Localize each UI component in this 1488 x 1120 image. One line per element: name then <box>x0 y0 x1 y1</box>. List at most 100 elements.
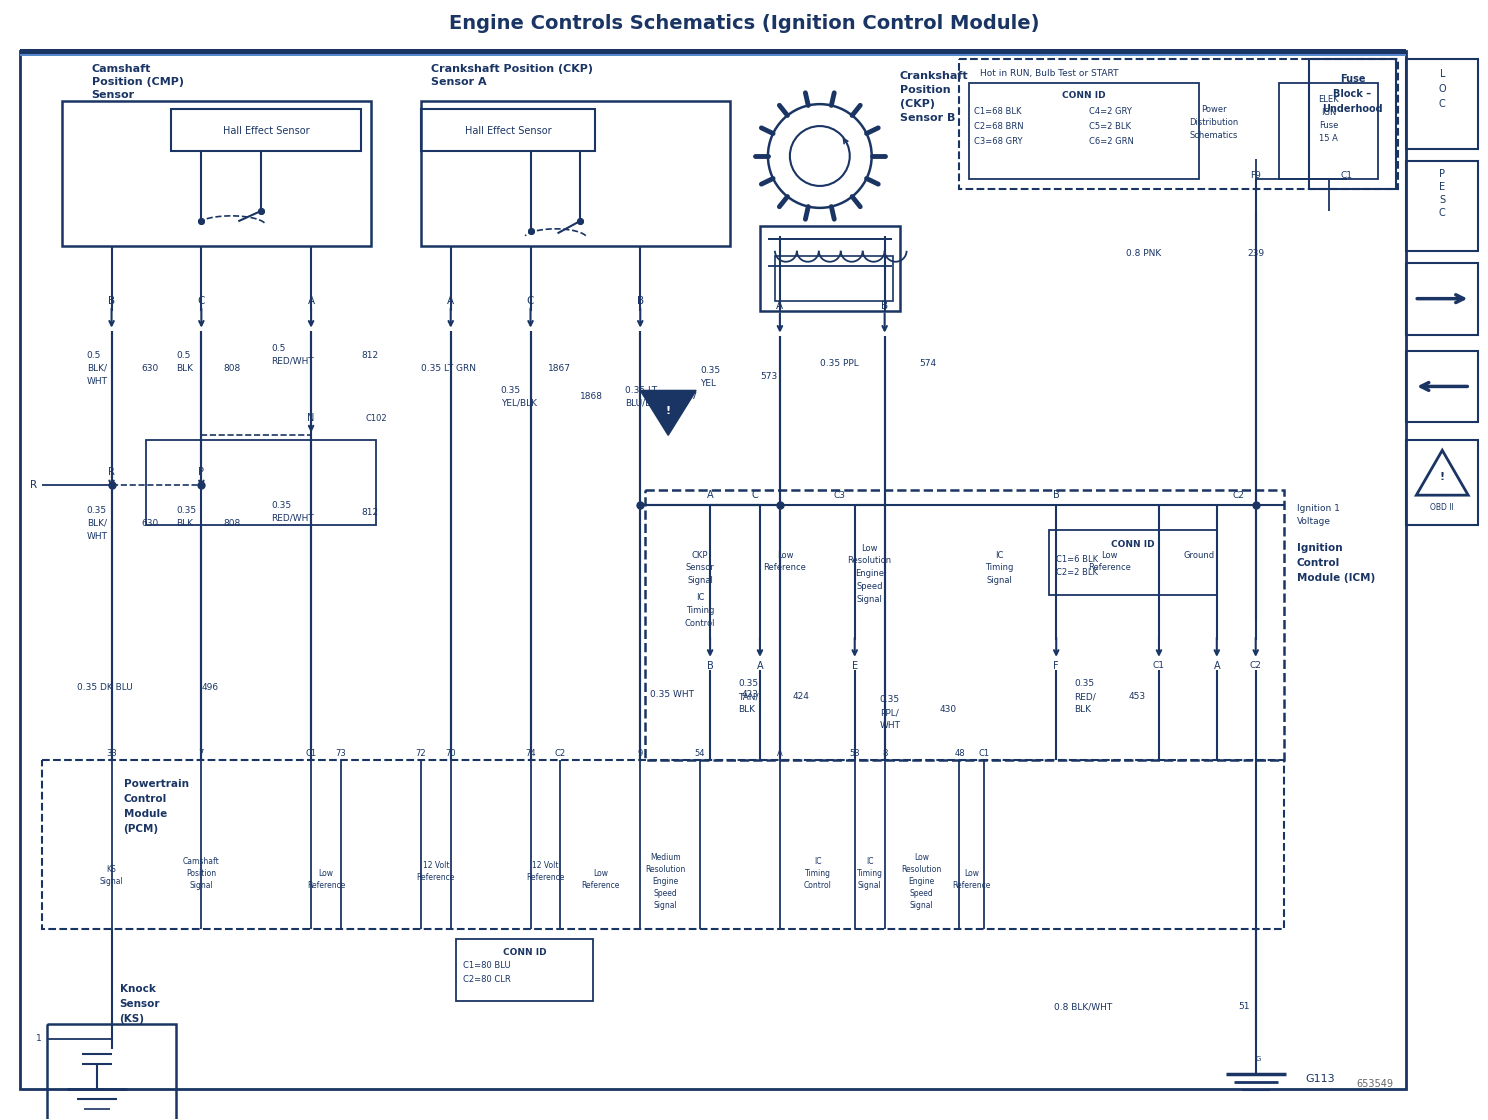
Text: Power: Power <box>1201 104 1226 113</box>
Text: CKP: CKP <box>692 551 708 560</box>
Text: Camshaft: Camshaft <box>92 64 150 74</box>
Text: Signal: Signal <box>987 577 1012 586</box>
Text: C2: C2 <box>1250 661 1262 670</box>
Text: P: P <box>1439 169 1445 179</box>
Text: 0.5: 0.5 <box>86 351 101 360</box>
Text: Signal: Signal <box>857 880 881 889</box>
Text: C: C <box>527 296 534 306</box>
Text: 0.35: 0.35 <box>500 386 521 395</box>
Text: Sensor A: Sensor A <box>432 77 487 87</box>
Bar <box>1406 440 1478 525</box>
Text: 424: 424 <box>793 692 809 701</box>
Bar <box>1406 351 1478 422</box>
Text: Module: Module <box>124 810 167 820</box>
Text: 8: 8 <box>882 749 887 758</box>
Text: RED/WHT: RED/WHT <box>271 357 314 366</box>
Bar <box>19 54 1406 56</box>
Text: Reference: Reference <box>952 880 991 889</box>
Bar <box>1406 59 1478 149</box>
Text: C: C <box>751 491 759 501</box>
Bar <box>421 101 731 245</box>
Text: Control: Control <box>124 794 167 804</box>
Text: 808: 808 <box>223 519 241 528</box>
Text: 0.35: 0.35 <box>271 501 292 510</box>
Text: Block –: Block – <box>1333 90 1372 100</box>
Text: 653549: 653549 <box>1357 1079 1393 1089</box>
Text: A: A <box>1214 661 1220 671</box>
Text: A: A <box>448 296 454 306</box>
Text: Signal: Signal <box>909 900 933 909</box>
Text: 0.35: 0.35 <box>879 696 900 704</box>
Text: 574: 574 <box>920 360 936 368</box>
Text: OBD II: OBD II <box>1430 503 1454 512</box>
Text: C: C <box>1439 208 1446 218</box>
Text: Hall Effect Sensor: Hall Effect Sensor <box>466 127 552 136</box>
Text: C1: C1 <box>1341 171 1353 180</box>
Text: F: F <box>1054 661 1059 671</box>
Text: Sensor: Sensor <box>119 999 161 1009</box>
Text: Fuse: Fuse <box>1318 121 1338 130</box>
Text: Signal: Signal <box>100 877 124 886</box>
Text: Resolution: Resolution <box>848 557 891 566</box>
Text: R: R <box>109 467 115 477</box>
Text: 12 Volt: 12 Volt <box>423 861 449 870</box>
Text: Timing: Timing <box>857 869 882 878</box>
Text: RED/WHT: RED/WHT <box>271 514 314 523</box>
Text: ELEK: ELEK <box>1318 95 1339 104</box>
Text: BLK: BLK <box>738 706 754 715</box>
Text: Engine: Engine <box>909 877 934 886</box>
Text: 423: 423 <box>743 690 759 699</box>
Text: Medium: Medium <box>650 852 680 861</box>
Text: C2: C2 <box>555 749 565 758</box>
Text: C2=80 CLR: C2=80 CLR <box>463 976 510 984</box>
Text: Signal: Signal <box>653 900 677 909</box>
Text: Reference: Reference <box>582 880 619 889</box>
Text: Low: Low <box>777 551 793 560</box>
Text: Resolution: Resolution <box>646 865 686 874</box>
Text: 72: 72 <box>415 749 426 758</box>
Text: Crankshaft Position (CKP): Crankshaft Position (CKP) <box>432 64 592 74</box>
Text: C2=68 BRN: C2=68 BRN <box>975 122 1024 131</box>
Bar <box>61 101 371 245</box>
Text: Sensor: Sensor <box>92 90 135 100</box>
Text: Camshaft: Camshaft <box>183 857 220 866</box>
Text: RED/: RED/ <box>1074 692 1097 701</box>
Text: KS: KS <box>107 865 116 874</box>
Text: Underhood: Underhood <box>1323 104 1382 114</box>
Text: 573: 573 <box>760 372 777 381</box>
Text: P: P <box>198 467 204 477</box>
Text: !: ! <box>1440 473 1445 483</box>
Text: Speed: Speed <box>909 888 933 897</box>
Text: Low: Low <box>862 543 878 552</box>
Text: Position (CMP): Position (CMP) <box>92 77 183 87</box>
Text: Ignition 1: Ignition 1 <box>1296 504 1339 513</box>
Text: BLK/: BLK/ <box>86 519 107 528</box>
Text: 0.35 LT GRN: 0.35 LT GRN <box>421 364 476 373</box>
Text: E: E <box>1439 181 1445 192</box>
Text: YEL: YEL <box>701 379 716 388</box>
Text: Control: Control <box>804 880 832 889</box>
Text: G: G <box>1256 1056 1262 1062</box>
Text: A: A <box>308 296 314 306</box>
Text: B: B <box>1054 491 1059 501</box>
Text: Reference: Reference <box>417 872 455 881</box>
Text: 496: 496 <box>201 683 219 692</box>
Bar <box>970 83 1199 179</box>
Text: Timing: Timing <box>686 606 714 615</box>
Text: C6=2 GRN: C6=2 GRN <box>1089 137 1134 146</box>
Text: B: B <box>109 296 115 306</box>
Text: Signal: Signal <box>857 596 882 605</box>
Text: 0.8 BLK/WHT: 0.8 BLK/WHT <box>1054 1002 1113 1011</box>
Text: C1=80 BLU: C1=80 BLU <box>463 961 510 971</box>
Bar <box>19 49 1406 54</box>
Text: 0.35: 0.35 <box>738 679 759 688</box>
Text: Engine: Engine <box>856 569 884 578</box>
Text: 0.35: 0.35 <box>701 366 720 375</box>
Text: Low: Low <box>1101 551 1117 560</box>
Text: 33: 33 <box>106 749 118 758</box>
Text: F9: F9 <box>1250 171 1262 180</box>
Text: Position: Position <box>186 869 216 878</box>
Polygon shape <box>640 391 696 436</box>
Bar <box>1278 83 1378 179</box>
Text: Position: Position <box>900 85 951 95</box>
